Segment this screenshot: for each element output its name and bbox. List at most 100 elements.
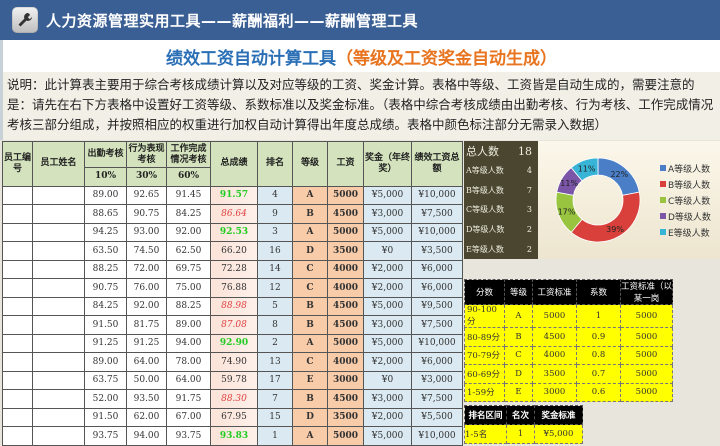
emp-id-cell[interactable] — [2, 222, 33, 242]
work-cell[interactable]: 67.00 — [166, 407, 211, 427]
behavior-cell[interactable]: 81.75 — [126, 315, 167, 335]
grade-cell[interactable]: 0.7 — [576, 364, 621, 384]
grade-cell[interactable]: 5000 — [620, 364, 673, 384]
attendance-cell[interactable]: 88.25 — [84, 259, 127, 279]
work-cell[interactable]: 78.00 — [166, 352, 211, 372]
attendance-cell[interactable]: 63.50 — [84, 241, 127, 261]
behavior-cell[interactable]: 72.00 — [126, 259, 167, 279]
grade-cell[interactable]: A — [504, 304, 533, 328]
work-cell[interactable]: 94.00 — [166, 333, 211, 353]
attendance-cell[interactable]: 89.00 — [84, 352, 127, 372]
grade-cell[interactable]: E — [504, 382, 533, 402]
work-cell-value: 62.50 — [175, 245, 202, 256]
emp-id-cell[interactable] — [2, 185, 33, 205]
work-cell[interactable]: 89.00 — [166, 315, 211, 335]
emp-name-cell[interactable] — [32, 407, 85, 427]
emp-id-cell[interactable] — [2, 389, 33, 409]
work-cell[interactable]: 88.25 — [166, 296, 211, 316]
behavior-cell[interactable]: 93.00 — [126, 222, 167, 242]
behavior-cell[interactable]: 90.75 — [126, 204, 167, 224]
attendance-cell[interactable]: 89.00 — [84, 185, 127, 205]
grade-cell[interactable]: D — [504, 364, 533, 384]
attendance-cell[interactable]: 84.25 — [84, 296, 127, 316]
grade-cell[interactable]: 4000 — [532, 345, 577, 365]
work-cell[interactable]: 92.00 — [166, 222, 211, 242]
emp-name-cell[interactable] — [32, 222, 85, 242]
bonus-cell[interactable]: ¥5,000 — [534, 424, 583, 444]
behavior-cell[interactable]: 94.00 — [126, 426, 167, 446]
emp-id-cell[interactable] — [2, 241, 33, 261]
emp-name-cell[interactable] — [32, 370, 85, 390]
behavior-cell[interactable]: 92.65 — [126, 185, 167, 205]
emp-name-cell[interactable] — [32, 296, 85, 316]
behavior-cell[interactable]: 76.00 — [126, 278, 167, 298]
behavior-cell[interactable]: 93.50 — [126, 389, 167, 409]
grade-cell[interactable]: 5000 — [620, 345, 673, 365]
grade-cell[interactable]: 0.6 — [576, 382, 621, 402]
emp-name-cell[interactable] — [32, 426, 85, 446]
grade-cell[interactable]: 5000 — [620, 304, 673, 328]
emp-id-cell[interactable] — [2, 315, 33, 335]
emp-name-cell[interactable] — [32, 259, 85, 279]
grade-cell[interactable]: B — [504, 327, 533, 347]
emp-name-cell[interactable] — [32, 241, 85, 261]
behavior-cell[interactable]: 62.00 — [126, 407, 167, 427]
attendance-cell[interactable]: 90.75 — [84, 278, 127, 298]
grade-cell[interactable]: 5000 — [620, 327, 673, 347]
attendance-cell[interactable]: 93.75 — [84, 426, 127, 446]
attendance-cell[interactable]: 91.50 — [84, 407, 127, 427]
emp-id-cell[interactable] — [2, 204, 33, 224]
work-cell[interactable]: 91.75 — [166, 389, 211, 409]
emp-id-cell[interactable] — [2, 278, 33, 298]
grade-cell[interactable]: 4500 — [532, 327, 577, 347]
work-cell[interactable]: 75.00 — [166, 278, 211, 298]
work-cell[interactable]: 84.25 — [166, 204, 211, 224]
behavior-cell[interactable]: 74.50 — [126, 241, 167, 261]
grade-cell[interactable]: 5000 — [620, 382, 673, 402]
emp-id-cell[interactable] — [2, 296, 33, 316]
work-cell[interactable]: 69.75 — [166, 259, 211, 279]
emp-name-cell[interactable] — [32, 352, 85, 372]
emp-name-cell[interactable] — [32, 333, 85, 353]
grade-cell[interactable]: 0.9 — [576, 327, 621, 347]
emp-name-cell[interactable] — [32, 278, 85, 298]
grade-cell[interactable]: C — [504, 345, 533, 365]
emp-id-cell[interactable] — [2, 426, 33, 446]
behavior-cell[interactable]: 64.00 — [126, 352, 167, 372]
grade-cell[interactable]: 70-79分 — [464, 345, 505, 365]
behavior-cell[interactable]: 50.00 — [126, 370, 167, 390]
work-cell[interactable]: 93.75 — [166, 426, 211, 446]
bonus-cell[interactable]: 1 — [506, 424, 535, 444]
emp-id-cell[interactable] — [2, 407, 33, 427]
grade-cell[interactable]: 1-59分 — [464, 382, 505, 402]
emp-name-cell[interactable] — [32, 204, 85, 224]
grade-cell[interactable]: 3000 — [532, 382, 577, 402]
grade-cell[interactable]: 1 — [576, 304, 621, 328]
grade-cell[interactable]: 0.8 — [576, 345, 621, 365]
behavior-cell[interactable]: 91.25 — [126, 333, 167, 353]
grade-cell[interactable]: 60-69分 — [464, 364, 505, 384]
bonus-cell[interactable]: 1-5名 — [464, 424, 507, 444]
grade-cell[interactable]: 90-100分 — [464, 304, 505, 328]
emp-id-cell[interactable] — [2, 352, 33, 372]
behavior-cell[interactable]: 92.00 — [126, 296, 167, 316]
attendance-cell[interactable]: 91.25 — [84, 333, 127, 353]
emp-name-cell[interactable] — [32, 315, 85, 335]
attendance-cell[interactable]: 91.50 — [84, 315, 127, 335]
work-cell[interactable]: 62.50 — [166, 241, 211, 261]
grade-cell[interactable]: 80-89分 — [464, 327, 505, 347]
salary-cell: 3500 — [327, 241, 364, 261]
emp-name-cell[interactable] — [32, 185, 85, 205]
emp-id-cell[interactable] — [2, 259, 33, 279]
emp-id-cell[interactable] — [2, 333, 33, 353]
emp-id-cell[interactable] — [2, 370, 33, 390]
emp-name-cell[interactable] — [32, 389, 85, 409]
grade-cell[interactable]: 3500 — [532, 364, 577, 384]
attendance-cell[interactable]: 52.00 — [84, 389, 127, 409]
work-cell[interactable]: 64.00 — [166, 370, 211, 390]
work-cell[interactable]: 91.45 — [166, 185, 211, 205]
attendance-cell[interactable]: 63.75 — [84, 370, 127, 390]
grade-cell[interactable]: 5000 — [532, 304, 577, 328]
attendance-cell[interactable]: 94.25 — [84, 222, 127, 242]
attendance-cell[interactable]: 88.65 — [84, 204, 127, 224]
